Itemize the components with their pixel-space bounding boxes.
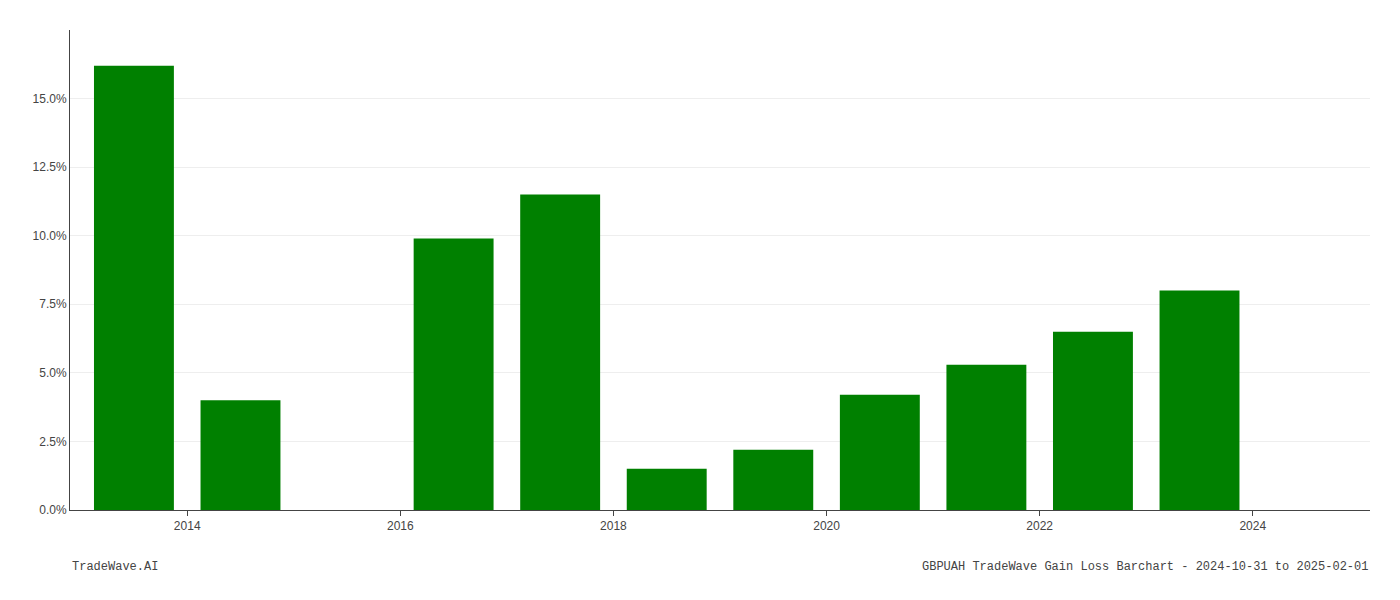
svg-text:2024: 2024 — [1239, 519, 1266, 533]
svg-text:7.5%: 7.5% — [39, 297, 67, 311]
svg-text:0.0%: 0.0% — [39, 503, 67, 517]
svg-text:5.0%: 5.0% — [39, 366, 67, 380]
svg-text:15.0%: 15.0% — [33, 92, 67, 106]
svg-text:2016: 2016 — [387, 519, 414, 533]
svg-text:TradeWave.AI: TradeWave.AI — [72, 560, 158, 574]
svg-text:2018: 2018 — [600, 519, 627, 533]
svg-text:2022: 2022 — [1026, 519, 1053, 533]
svg-text:10.0%: 10.0% — [33, 229, 67, 243]
svg-text:2014: 2014 — [174, 519, 201, 533]
svg-text:2020: 2020 — [813, 519, 840, 533]
svg-text:12.5%: 12.5% — [33, 160, 67, 174]
svg-text:2.5%: 2.5% — [39, 435, 67, 449]
svg-text:GBPUAH TradeWave Gain Loss Bar: GBPUAH TradeWave Gain Loss Barchart - 20… — [922, 560, 1368, 574]
